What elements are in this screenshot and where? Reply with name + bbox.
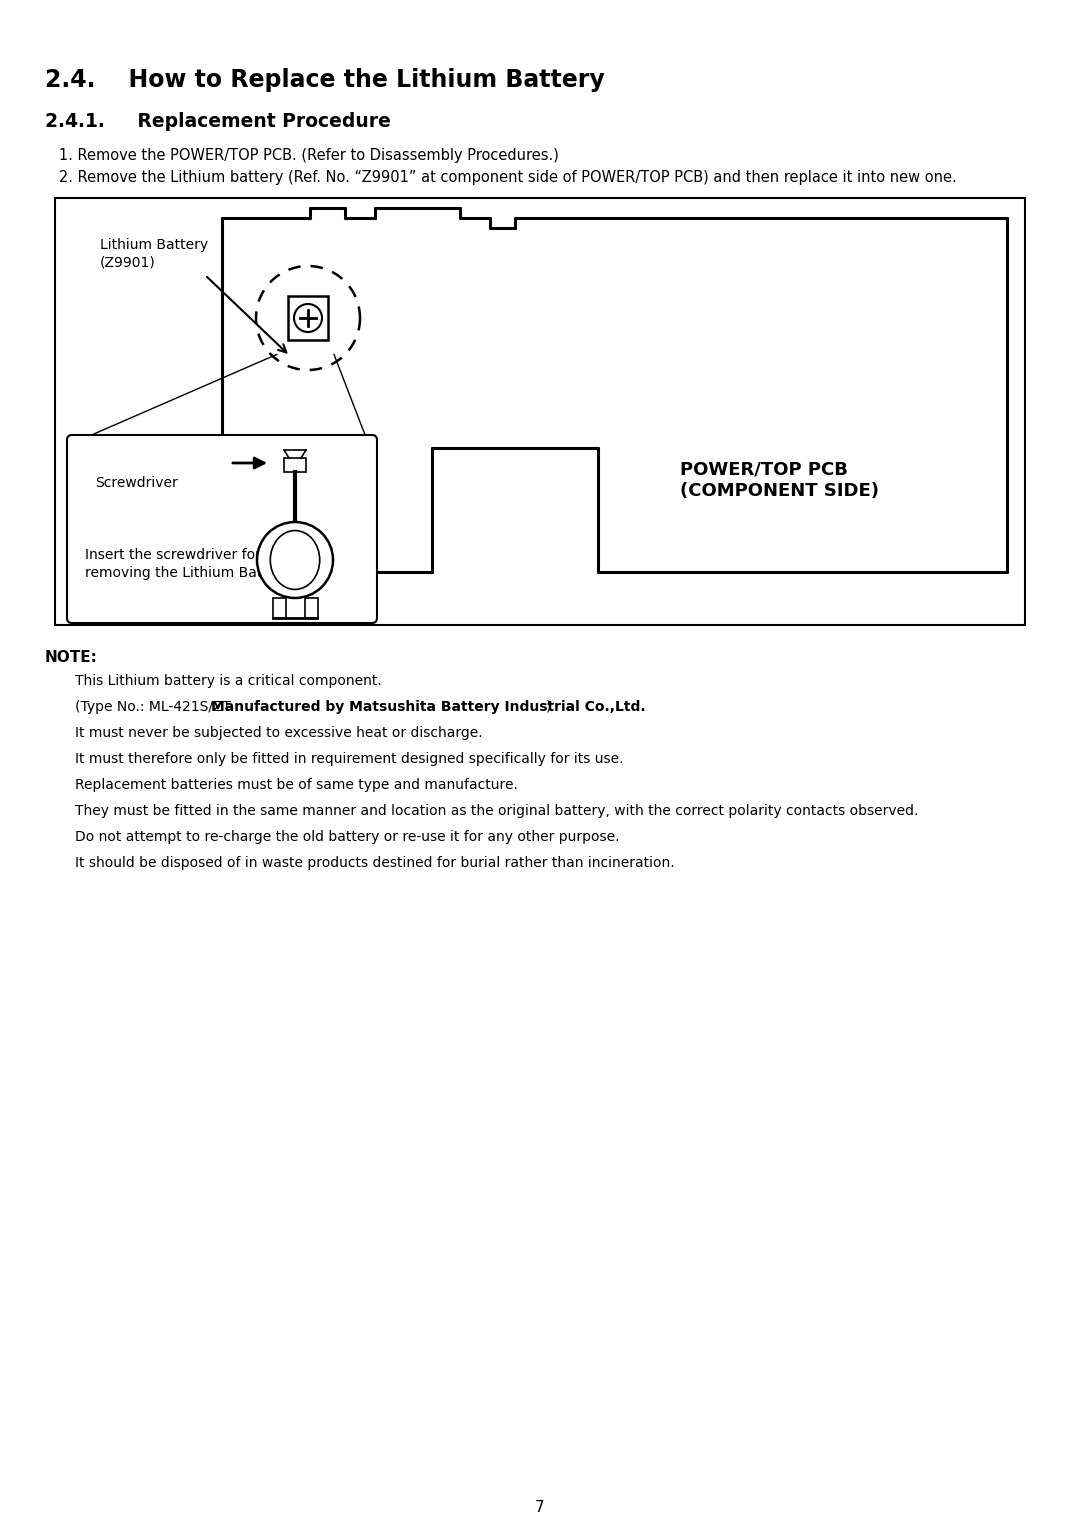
- Text: 2.4.    How to Replace the Lithium Battery: 2.4. How to Replace the Lithium Battery: [45, 69, 605, 92]
- Circle shape: [257, 522, 333, 599]
- Text: Insert the screwdriver for: Insert the screwdriver for: [85, 548, 261, 562]
- Text: It must therefore only be fitted in requirement designed specifically for its us: It must therefore only be fitted in requ…: [75, 751, 623, 767]
- Text: This Lithium battery is a critical component.: This Lithium battery is a critical compo…: [75, 673, 381, 689]
- Ellipse shape: [270, 530, 320, 589]
- Text: 2. Remove the Lithium battery (Ref. No. “Z9901” at component side of POWER/TOP P: 2. Remove the Lithium battery (Ref. No. …: [45, 169, 957, 185]
- Text: Replacement batteries must be of same type and manufacture.: Replacement batteries must be of same ty…: [75, 777, 518, 793]
- Text: It must never be subjected to excessive heat or discharge.: It must never be subjected to excessive …: [75, 725, 483, 741]
- Bar: [272, 599, 285, 618]
- Text: NOTE:: NOTE:: [45, 651, 98, 664]
- Circle shape: [294, 304, 322, 331]
- Bar: [288, 296, 328, 341]
- Text: POWER/TOP PCB: POWER/TOP PCB: [680, 460, 848, 478]
- Text: Lithium Battery: Lithium Battery: [100, 238, 208, 252]
- Bar: [305, 599, 318, 618]
- Text: Do not attempt to re-charge the old battery or re-use it for any other purpose.: Do not attempt to re-charge the old batt…: [75, 831, 620, 844]
- Bar: [284, 458, 306, 472]
- Text: 1. Remove the POWER/TOP PCB. (Refer to Disassembly Procedures.): 1. Remove the POWER/TOP PCB. (Refer to D…: [45, 148, 558, 163]
- Text: (Z9901): (Z9901): [100, 257, 156, 270]
- Text: ): ): [546, 699, 552, 715]
- Text: removing the Lithium Battery.: removing the Lithium Battery.: [85, 567, 293, 580]
- Text: Manufactured by Matsushita Battery Industrial Co.,Ltd.: Manufactured by Matsushita Battery Indus…: [212, 699, 646, 715]
- Text: 2.4.1.     Replacement Procedure: 2.4.1. Replacement Procedure: [45, 111, 391, 131]
- FancyBboxPatch shape: [67, 435, 377, 623]
- Text: They must be fitted in the same manner and location as the original battery, wit: They must be fitted in the same manner a…: [75, 805, 918, 818]
- Text: It should be disposed of in waste products destined for burial rather than incin: It should be disposed of in waste produc…: [75, 857, 675, 870]
- Text: (Type No.: ML-421S/ZT: (Type No.: ML-421S/ZT: [75, 699, 235, 715]
- Text: 7: 7: [536, 1500, 544, 1515]
- Text: Screwdriver: Screwdriver: [95, 476, 178, 490]
- Text: (COMPONENT SIDE): (COMPONENT SIDE): [680, 483, 879, 499]
- Bar: [55, 199, 1025, 625]
